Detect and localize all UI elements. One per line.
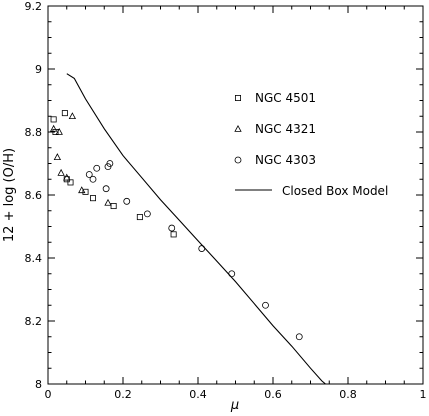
model-line-layer — [66, 73, 326, 385]
data-markers — [49, 110, 303, 341]
point-ngc-4321 — [49, 124, 58, 132]
axis-tick-labels: 0 0.2 0.4 0.6 0.8 1 8 8.2 8.4 8.6 8.8 9 9.2 — [25, 0, 427, 401]
axis-ticks — [47, 5, 424, 385]
point-ngc-4321 — [63, 173, 71, 181]
point-ngc-4303 — [228, 270, 236, 278]
x-tick-label: 0.8 — [339, 388, 357, 401]
point-ngc-4303 — [85, 171, 93, 178]
legend-marker-ngc-4321 — [234, 124, 242, 132]
point-ngc-4321 — [57, 168, 65, 176]
point-ngc-4303 — [106, 160, 114, 167]
point-ngc-4303 — [262, 301, 269, 309]
point-ngc-4303 — [168, 224, 176, 232]
legend-label-closed-box-model: Closed Box Model — [282, 184, 388, 198]
point-ngc-4321 — [104, 198, 112, 206]
x-tick-label: 0 — [45, 388, 52, 401]
point-ngc-4321 — [78, 186, 86, 194]
point-ngc-4303 — [295, 333, 303, 341]
point-ngc-4501 — [136, 214, 143, 221]
point-ngc-4501 — [50, 116, 57, 123]
y-tick-label: 9 — [35, 63, 42, 76]
y-tick-label: 8.4 — [25, 252, 43, 265]
point-ngc-4501 — [170, 231, 177, 238]
legend-label-ngc-4303: NGC 4303 — [255, 153, 316, 167]
x-tick-label: 1 — [420, 388, 427, 401]
y-tick-label: 9.2 — [25, 0, 43, 13]
y-tick-label: 8.8 — [25, 126, 43, 139]
point-ngc-4501 — [61, 110, 68, 117]
x-tick-label: 0.4 — [189, 388, 207, 401]
x-tick-label: 0.6 — [264, 388, 282, 401]
point-ngc-4303 — [198, 245, 206, 252]
point-ngc-4501 — [67, 179, 74, 186]
point-ngc-4303 — [123, 197, 131, 205]
point-ngc-4501 — [110, 203, 117, 210]
point-ngc-4501 — [90, 195, 97, 202]
y-tick-label: 8 — [35, 378, 42, 391]
series-line-closed-box-model — [66, 73, 326, 385]
point-ngc-4321 — [55, 127, 63, 135]
x-axis-label: μ — [230, 398, 239, 413]
y-axis-label: 12 + log (O/H) — [2, 148, 17, 242]
point-ngc-4321 — [68, 112, 77, 120]
legend: NGC 4501 NGC 4321 NGC 4303 Closed Box Model — [234, 91, 388, 198]
point-ngc-4303 — [89, 175, 97, 183]
legend-marker-ngc-4303 — [234, 156, 242, 164]
x-tick-label: 0.2 — [114, 388, 132, 401]
point-ngc-4303 — [143, 210, 151, 218]
y-tick-label: 8.6 — [25, 189, 43, 202]
point-ngc-4501 — [82, 188, 89, 195]
point-ngc-4303 — [102, 185, 110, 193]
y-tick-label: 8.2 — [25, 315, 43, 328]
point-ngc-4321 — [53, 153, 62, 161]
legend-label-ngc-4321: NGC 4321 — [255, 122, 316, 136]
point-ngc-4303 — [93, 164, 101, 172]
legend-marker-ngc-4501 — [234, 95, 241, 102]
legend-label-ngc-4501: NGC 4501 — [255, 91, 316, 105]
